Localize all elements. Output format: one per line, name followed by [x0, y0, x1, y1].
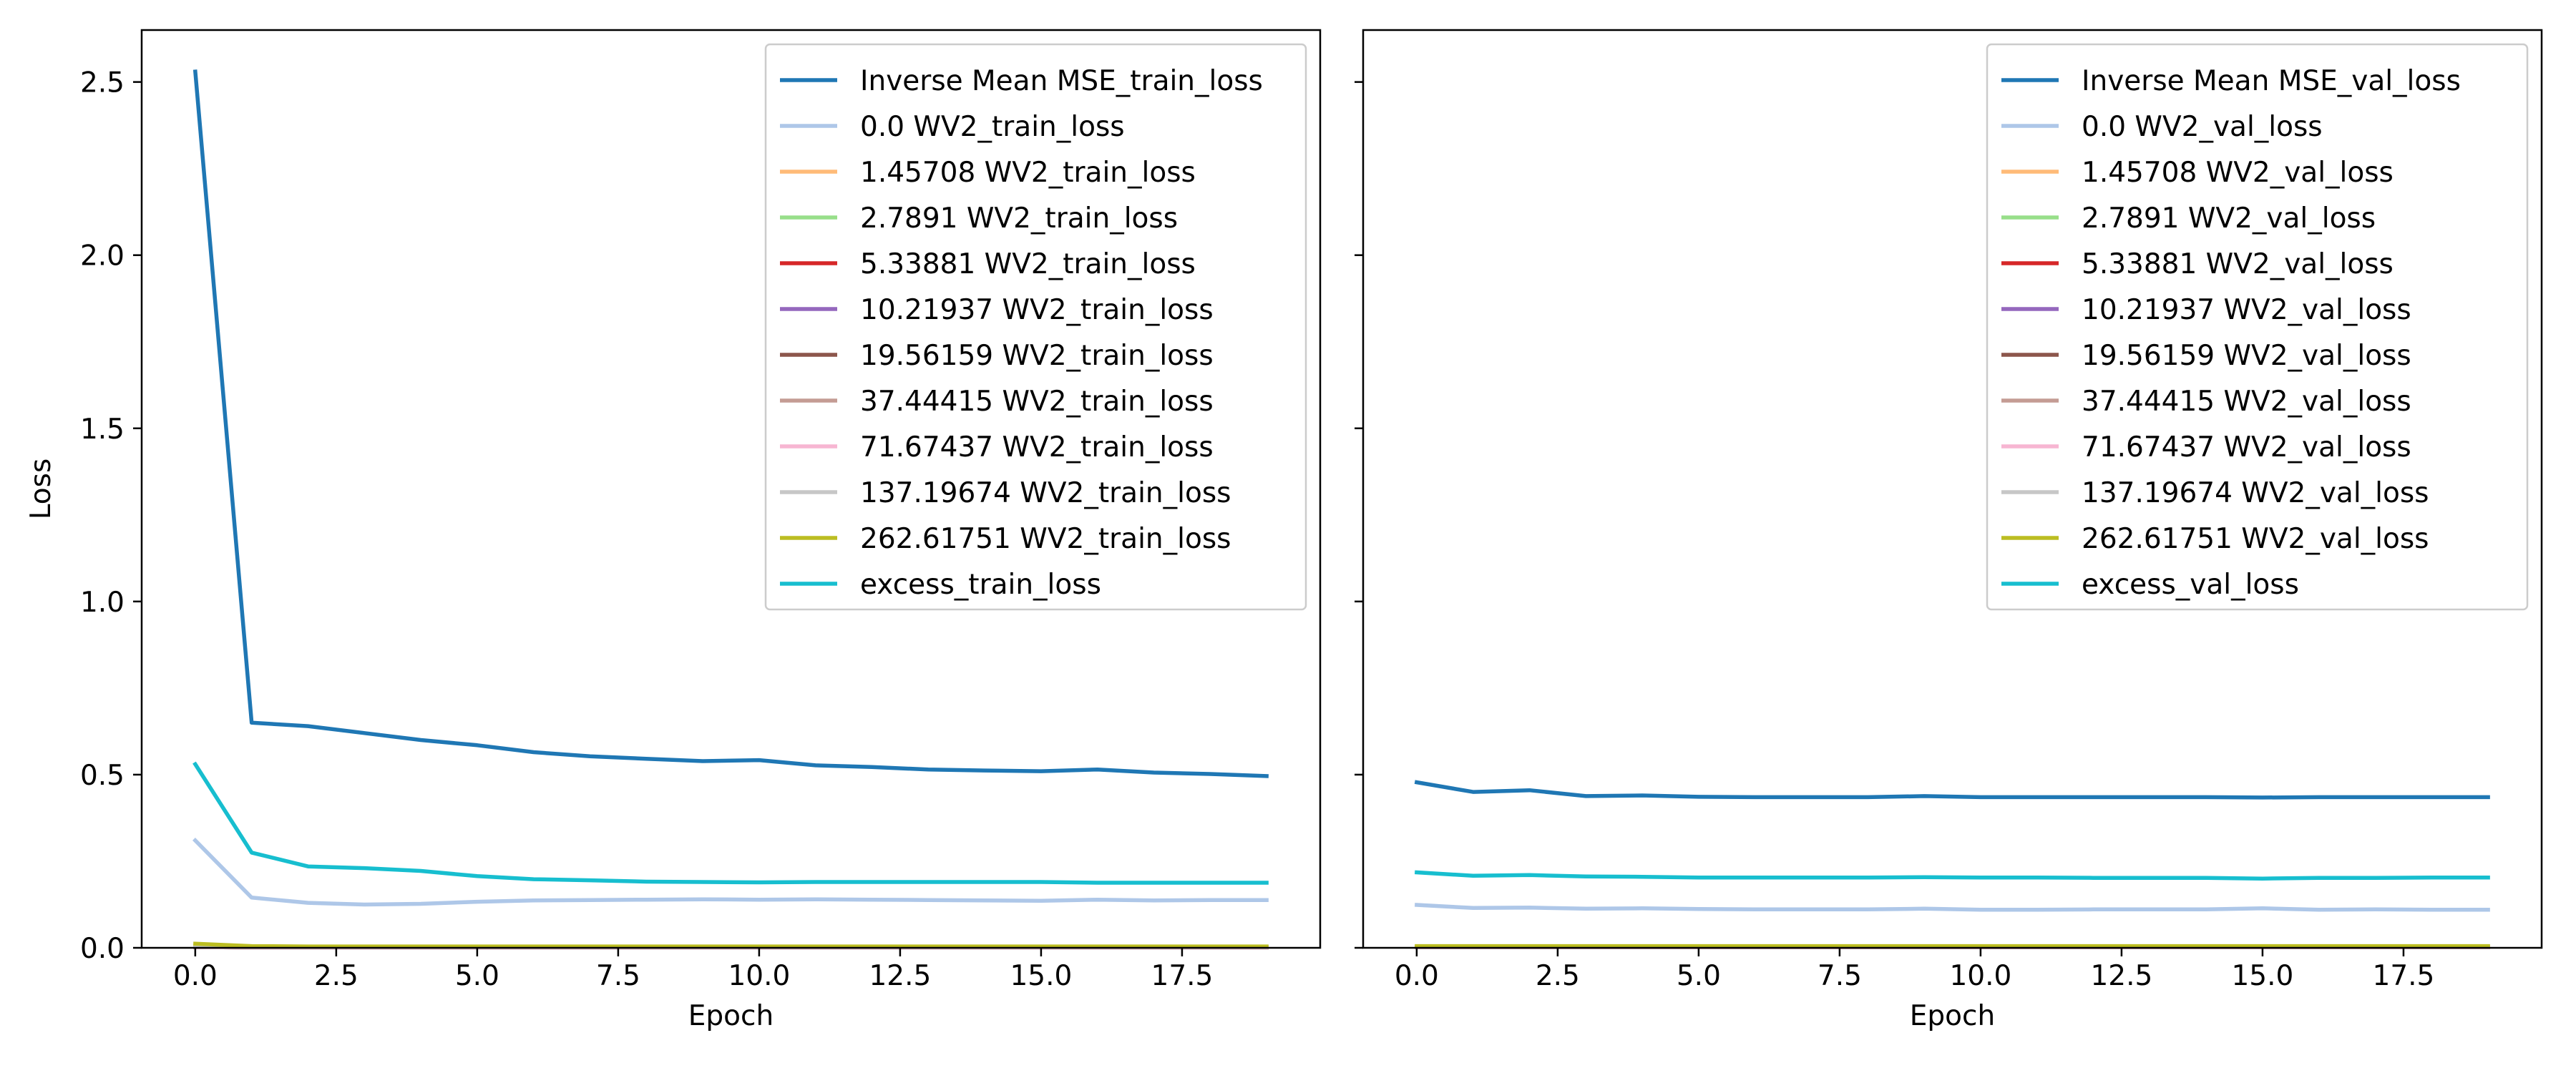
- train-x-axis-label: Epoch: [688, 1000, 774, 1032]
- val-x-tick-label: 2.5: [1536, 960, 1580, 992]
- train-x-tick-label: 0.0: [173, 960, 218, 992]
- train-legend-label-5: 10.21937 WV2_train_loss: [860, 294, 1214, 326]
- train-series-line-10: [193, 941, 1269, 949]
- train-legend: Inverse Mean MSE_train_loss 0.0 WV2_train…: [764, 43, 1307, 611]
- train-y-tick-label: 0.0: [80, 933, 125, 965]
- train-x-axis-ticks: 0.0 2.5 5.0 7.5 10.0 12.5 15.0 17.5: [173, 948, 1214, 992]
- val-legend-box: [1986, 43, 2529, 611]
- train-series-line-1: [192, 838, 1269, 907]
- val-legend-label-9: 137.19674 WV2_val_loss: [2082, 477, 2429, 509]
- val-legend: Inverse Mean MSE_val_loss 0.0 WV2_val_los…: [1986, 43, 2529, 611]
- train-y-tick-label: 2.5: [80, 67, 125, 99]
- train-x-tick-label: 5.0: [455, 960, 499, 992]
- train-legend-box: [764, 43, 1307, 611]
- val-x-tick-label: 10.0: [1949, 960, 2011, 992]
- train-x-tick-label: 15.0: [1010, 960, 1072, 992]
- val-x-tick-label: 15.0: [2231, 960, 2293, 992]
- train-legend-label-10: 262.61751 WV2_train_loss: [860, 523, 1231, 555]
- val-x-tick-label: 0.0: [1395, 960, 1439, 992]
- val-legend-label-1: 0.0 WV2_val_loss: [2082, 111, 2323, 143]
- val-y-axis-ticks: [1355, 81, 1363, 949]
- train-x-tick-label: 17.5: [1151, 960, 1214, 992]
- train-legend-label-7: 37.44415 WV2_train_loss: [860, 386, 1214, 418]
- train-y-tick-label: 0.5: [80, 760, 125, 792]
- val-x-axis-ticks: 0.0 2.5 5.0 7.5 10.0 12.5 15.0 17.5: [1395, 948, 2435, 992]
- val-legend-label-7: 37.44415 WV2_val_loss: [2082, 386, 2411, 418]
- train-legend-label-8: 71.67437 WV2_train_loss: [860, 431, 1214, 464]
- val-series-line-11: [1414, 870, 2490, 881]
- val-series-line-0: [1414, 780, 2490, 800]
- train-legend-label-2: 1.45708 WV2_train_loss: [860, 157, 1196, 189]
- train-series-line-0: [192, 69, 1269, 778]
- train-y-axis-label: Loss: [25, 459, 57, 520]
- train-y-tick-label: 1.5: [80, 413, 125, 446]
- train-plot-frame: [140, 29, 1322, 949]
- val-series-line-1: [1415, 903, 2490, 912]
- val-legend-label-2: 1.45708 WV2_val_loss: [2082, 157, 2394, 189]
- train-y-axis-ticks: 0.0 0.5 1.0 1.5 2.0 2.5: [80, 67, 142, 965]
- val-plot-frame: [1362, 29, 2543, 949]
- val-loss-panel: 0.0 2.5 5.0 7.5 10.0 12.5 15.0 17.5 Epoch Inver…: [1355, 29, 2543, 1032]
- train-legend-label-4: 5.33881 WV2_train_loss: [860, 248, 1196, 280]
- train-x-tick-label: 7.5: [596, 960, 640, 992]
- val-x-tick-label: 12.5: [2090, 960, 2152, 992]
- val-legend-label-4: 5.33881 WV2_val_loss: [2082, 248, 2394, 280]
- val-x-tick-label: 7.5: [1818, 960, 1862, 992]
- train-x-tick-label: 10.0: [728, 960, 790, 992]
- train-legend-label-0: Inverse Mean MSE_train_loss: [860, 65, 1263, 97]
- train-x-tick-label: 12.5: [869, 960, 931, 992]
- val-x-tick-label: 5.0: [1677, 960, 1721, 992]
- train-series-line-11: [192, 761, 1269, 885]
- train-legend-label-6: 19.56159 WV2_train_loss: [860, 340, 1214, 372]
- train-loss-panel: 0.0 2.5 5.0 7.5 10.0 12.5 15.0 17.5 0.0 0.5 1.0 1.…: [25, 29, 1322, 1032]
- train-legend-label-3: 2.7891 WV2_train_loss: [860, 202, 1178, 235]
- train-legend-label-9: 137.19674 WV2_train_loss: [860, 477, 1231, 509]
- val-legend-label-8: 71.67437 WV2_val_loss: [2082, 431, 2411, 464]
- val-legend-label-5: 10.21937 WV2_val_loss: [2082, 294, 2411, 326]
- val-x-axis-label: Epoch: [1910, 1000, 1995, 1032]
- val-x-tick-label: 17.5: [2373, 960, 2435, 992]
- train-y-tick-label: 2.0: [80, 240, 125, 273]
- val-legend-label-6: 19.56159 WV2_val_loss: [2082, 340, 2411, 372]
- train-y-tick-label: 1.0: [80, 587, 125, 619]
- val-legend-label-3: 2.7891 WV2_val_loss: [2082, 202, 2376, 235]
- train-legend-label-11: excess_train_loss: [860, 569, 1101, 601]
- val-legend-label-10: 262.61751 WV2_val_loss: [2082, 523, 2429, 555]
- val-legend-label-0: Inverse Mean MSE_val_loss: [2082, 65, 2461, 97]
- train-x-tick-label: 2.5: [314, 960, 358, 992]
- val-legend-label-11: excess_val_loss: [2082, 569, 2299, 601]
- train-legend-label-1: 0.0 WV2_train_loss: [860, 111, 1125, 143]
